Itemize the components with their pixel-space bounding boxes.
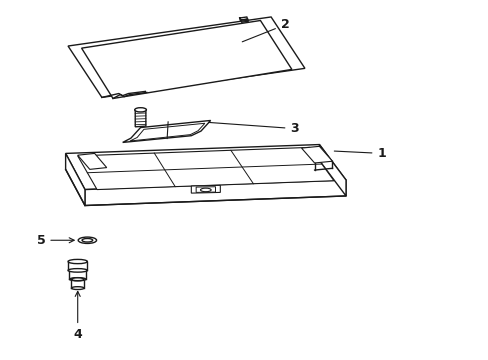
Ellipse shape bbox=[69, 278, 86, 281]
Polygon shape bbox=[85, 180, 346, 206]
Polygon shape bbox=[78, 147, 333, 190]
Text: 5: 5 bbox=[37, 234, 74, 247]
Ellipse shape bbox=[71, 278, 84, 281]
Ellipse shape bbox=[82, 238, 93, 242]
Polygon shape bbox=[68, 17, 305, 98]
Ellipse shape bbox=[71, 287, 84, 289]
Text: 2: 2 bbox=[242, 18, 289, 42]
Polygon shape bbox=[191, 185, 220, 193]
Ellipse shape bbox=[68, 269, 87, 272]
Ellipse shape bbox=[68, 260, 87, 264]
Polygon shape bbox=[135, 109, 145, 127]
Polygon shape bbox=[122, 121, 210, 143]
Text: 1: 1 bbox=[334, 147, 386, 160]
Polygon shape bbox=[301, 146, 332, 163]
Polygon shape bbox=[319, 145, 346, 196]
Polygon shape bbox=[65, 153, 85, 206]
Polygon shape bbox=[196, 187, 215, 192]
Polygon shape bbox=[130, 123, 204, 141]
Ellipse shape bbox=[78, 237, 96, 243]
Polygon shape bbox=[65, 145, 346, 190]
Text: 4: 4 bbox=[73, 291, 82, 341]
Ellipse shape bbox=[200, 188, 211, 192]
Polygon shape bbox=[78, 153, 106, 169]
Ellipse shape bbox=[134, 108, 146, 112]
Polygon shape bbox=[81, 21, 291, 99]
Text: 3: 3 bbox=[208, 122, 299, 135]
